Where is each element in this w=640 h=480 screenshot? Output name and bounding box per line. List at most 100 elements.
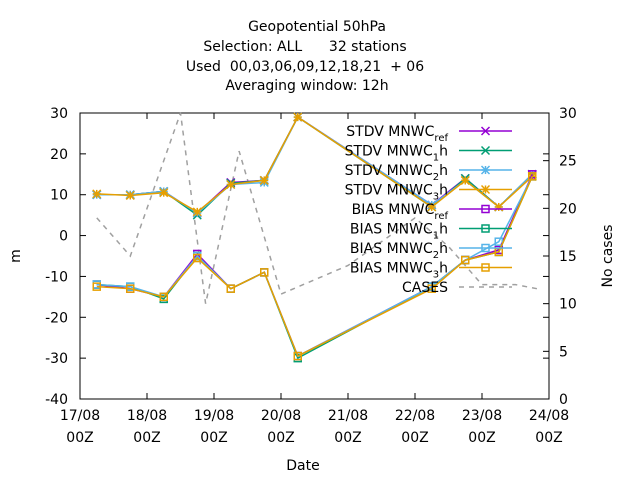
data-point <box>460 175 470 185</box>
data-point <box>260 268 269 277</box>
data-point <box>461 255 470 265</box>
legend-label: BIAS MNWC2h <box>350 241 448 261</box>
x-tick-label: 00Z <box>468 430 495 446</box>
data-point <box>494 202 504 212</box>
data-point <box>427 284 436 293</box>
legend-item: STDV MNWC2h <box>345 163 512 183</box>
x-tick-label: 00Z <box>267 430 294 446</box>
legend-marker <box>480 126 491 136</box>
y2-tick-label: 20 <box>559 201 577 217</box>
y-tick-label: 20 <box>50 147 68 163</box>
y-tick-label: -10 <box>45 269 68 285</box>
series-bias-mnwc-2h <box>92 172 537 361</box>
x-axis: 17/08 00Z 18/08 00Z 19/08 00Z 20/08 00Z 21/08 00Z… <box>60 113 569 446</box>
y2-tick-label: 10 <box>559 297 577 313</box>
series-line <box>96 116 533 217</box>
x-tick-label: 17/08 <box>60 408 100 424</box>
data-point <box>528 172 537 181</box>
legend-label: STDV MNWCref <box>346 124 448 144</box>
legend-marker <box>481 204 490 214</box>
x-tick-label: 00Z <box>200 430 227 446</box>
legend-label: STDV MNWC1h <box>345 144 448 164</box>
y-axis-left: 30 20 10 0 -10 -20 -30 -40 <box>45 106 549 408</box>
legend-label: BIAS MNWC3h <box>350 261 448 281</box>
legend-item: STDV MNWC3h <box>345 183 512 203</box>
legend-item: BIAS MNWCref <box>352 202 512 222</box>
series-line <box>96 175 533 358</box>
x-tick-label: 00Z <box>401 430 428 446</box>
x-axis-label: Date <box>286 458 319 474</box>
series-line <box>96 112 541 304</box>
data-point <box>192 207 202 217</box>
legend-label: CASES <box>402 280 448 296</box>
legend-label: BIAS MNWC1h <box>350 222 448 242</box>
x-tick-label: 21/08 <box>328 408 368 424</box>
legend-marker <box>480 145 491 156</box>
series-bias-mnwc-ref <box>92 170 537 361</box>
x-tick-label: 00Z <box>133 430 160 446</box>
legend-item: CASES <box>402 280 512 296</box>
y2-tick-label: 25 <box>559 154 577 170</box>
y-tick-label: 0 <box>59 229 68 245</box>
y-tick-label: -20 <box>45 310 68 326</box>
title-line-1: Geopotential 50hPa <box>248 19 386 35</box>
data-point <box>126 284 135 293</box>
x-tick-label: 19/08 <box>194 408 234 424</box>
x-tick-label: 22/08 <box>395 408 435 424</box>
data-point <box>427 202 437 212</box>
y2-tick-label: 30 <box>559 106 577 122</box>
title-line-2: Selection: ALL 32 stations <box>203 39 406 55</box>
x-tick-label: 00Z <box>535 430 562 446</box>
legend-marker <box>480 165 491 175</box>
data-point <box>293 112 303 122</box>
y2-tick-label: 15 <box>559 249 577 265</box>
legend-label: STDV MNWC3h <box>345 183 448 203</box>
data-point <box>226 284 235 293</box>
y2-axis-label: No cases <box>600 225 616 288</box>
x-tick-label: 23/08 <box>462 408 502 424</box>
data-point <box>92 189 102 199</box>
x-tick-label: 18/08 <box>127 408 167 424</box>
legend-label: STDV MNWC2h <box>345 163 448 183</box>
legend-label: BIAS MNWCref <box>352 202 449 222</box>
y-tick-label: -30 <box>45 351 68 367</box>
y2-tick-label: 0 <box>559 392 568 408</box>
data-point <box>193 253 202 263</box>
data-point <box>159 188 169 198</box>
data-point <box>159 292 168 302</box>
data-point <box>125 191 135 201</box>
legend-item: STDV MNWCref <box>346 124 512 144</box>
legend-marker <box>481 243 490 253</box>
series-line <box>96 175 533 358</box>
legend-marker <box>481 224 490 233</box>
y-tick-label: -40 <box>45 392 68 408</box>
series-layer <box>92 112 541 363</box>
legend-item: BIAS MNWC1h <box>350 222 512 242</box>
x-tick-label: 24/08 <box>529 408 569 424</box>
series-line <box>96 173 533 358</box>
x-tick-label: 00Z <box>334 430 361 446</box>
y2-tick-label: 5 <box>559 344 568 360</box>
x-tick-label: 20/08 <box>261 408 301 424</box>
chart-title: Geopotential 50hPa Selection: ALL 32 sta… <box>186 19 424 94</box>
y-tick-label: 30 <box>50 106 68 122</box>
legend-item: STDV MNWC1h <box>345 144 512 164</box>
series-cases <box>96 112 541 304</box>
legend-marker <box>481 263 490 272</box>
legend-marker <box>480 184 491 195</box>
legend-item: BIAS MNWC3h <box>350 261 512 281</box>
y-axis-right: 30 25 20 15 10 5 0 <box>543 106 577 408</box>
y-tick-label: 10 <box>50 188 68 204</box>
series-bias-mnwc-3h <box>92 172 537 361</box>
legend-item: BIAS MNWC2h <box>350 241 512 261</box>
y-axis-label: m <box>8 249 24 263</box>
x-tick-label: 00Z <box>66 430 93 446</box>
data-point <box>92 282 101 291</box>
data-point <box>226 179 236 190</box>
title-line-4: Averaging window: 12h <box>225 78 388 94</box>
series-stdv-mnwc-3h <box>92 112 537 217</box>
data-point <box>293 351 302 361</box>
title-line-3: Used 00,03,06,09,12,18,21 + 06 <box>186 59 424 75</box>
